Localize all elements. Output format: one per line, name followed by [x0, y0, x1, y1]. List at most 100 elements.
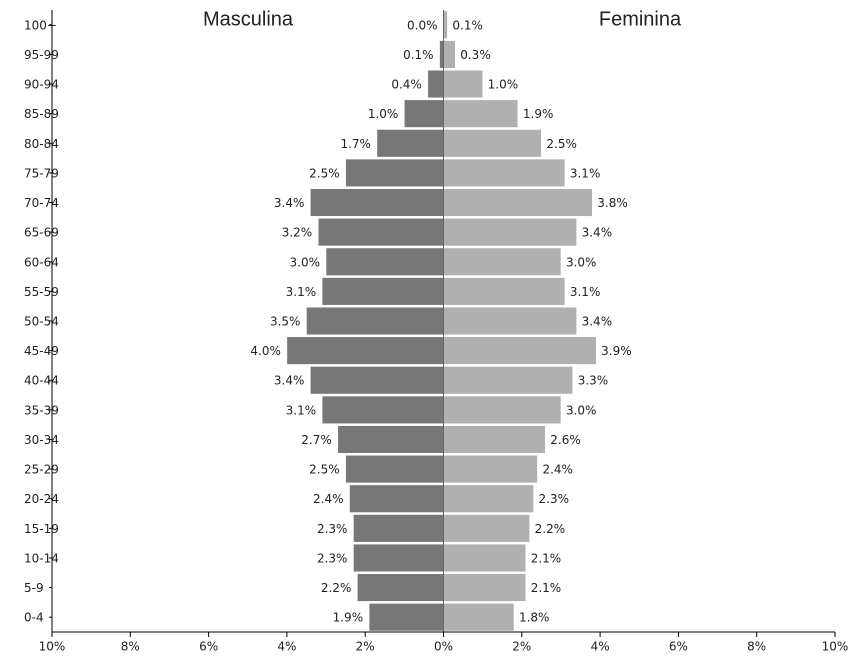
x-tick-label: 4%	[591, 640, 610, 654]
value-label: 2.3%	[317, 551, 348, 565]
value-label: 3.8%	[597, 196, 628, 210]
bar	[368, 603, 444, 632]
bar	[443, 247, 562, 276]
value-label: 2.5%	[309, 166, 340, 180]
value-label: 3.1%	[286, 285, 317, 299]
value-label: 3.2%	[282, 226, 313, 240]
y-tick-label: 35-39	[24, 403, 59, 417]
value-label: 1.0%	[368, 107, 399, 121]
value-label: 2.5%	[546, 137, 577, 151]
bar	[427, 69, 444, 99]
value-label: 3.0%	[566, 403, 597, 417]
bar	[443, 395, 562, 424]
y-tick-label: 5-9	[24, 581, 44, 595]
value-label: 2.6%	[550, 433, 581, 447]
y-tick-label: 10-14	[24, 551, 59, 565]
y-tick-label: 15-19	[24, 522, 59, 536]
bar	[443, 129, 542, 158]
bar	[439, 40, 444, 69]
y-tick-label: 85-89	[24, 107, 59, 121]
value-label: 3.3%	[578, 374, 609, 388]
x-tick-label: 0%	[434, 640, 453, 654]
value-label: 1.7%	[340, 137, 371, 151]
value-label: 2.5%	[309, 463, 340, 477]
x-tick-label: 6%	[669, 640, 688, 654]
value-label: 2.4%	[313, 492, 344, 506]
bar	[357, 573, 444, 602]
bar	[404, 99, 444, 128]
bar	[310, 366, 444, 395]
bar	[345, 158, 444, 187]
y-tick-label: 45-49	[24, 344, 59, 358]
x-tick-label: 8%	[121, 640, 140, 654]
x-tick-label: 4%	[277, 640, 296, 654]
bar	[443, 484, 534, 513]
bar	[443, 69, 483, 99]
y-tick-label: 90-94	[24, 78, 59, 92]
y-tick-label: 30-34	[24, 433, 59, 447]
bar	[443, 10, 448, 39]
bar	[310, 188, 444, 217]
bar	[443, 425, 546, 454]
value-label: 1.9%	[333, 611, 364, 625]
x-tick-label: 10%	[822, 640, 849, 654]
bar	[353, 543, 444, 573]
value-label: 2.3%	[539, 492, 570, 506]
y-tick-label: 0-4	[24, 611, 44, 625]
value-label: 3.1%	[570, 166, 601, 180]
value-label: 1.0%	[488, 78, 519, 92]
value-label: 3.4%	[582, 315, 613, 329]
bar	[443, 366, 573, 395]
bar	[443, 336, 597, 365]
value-label: 2.2%	[321, 581, 352, 595]
bar	[443, 188, 593, 217]
value-label: 2.7%	[301, 433, 332, 447]
value-label: 2.3%	[317, 522, 348, 536]
bar	[317, 218, 444, 247]
value-label: 1.8%	[519, 611, 550, 625]
value-label: 3.4%	[274, 196, 305, 210]
y-tick-label: 20-24	[24, 492, 59, 506]
bar	[286, 336, 444, 365]
y-tick-label: 55-59	[24, 285, 59, 299]
value-label: 1.9%	[523, 107, 554, 121]
value-label: 2.1%	[531, 551, 562, 565]
bar	[443, 514, 530, 543]
bar	[443, 455, 538, 484]
x-tick-label: 10%	[39, 640, 66, 654]
y-tick-label: 70-74	[24, 196, 59, 210]
x-tick-label: 8%	[747, 640, 766, 654]
bar	[353, 514, 444, 543]
value-label: 3.9%	[601, 344, 632, 358]
value-label: 2.2%	[535, 522, 566, 536]
x-tick-label: 2%	[512, 640, 531, 654]
y-tick-label: 65-69	[24, 226, 59, 240]
y-tick-label: 75-79	[24, 166, 59, 180]
y-tick-label: 25-29	[24, 463, 59, 477]
x-tick-label: 2%	[356, 640, 375, 654]
value-label: 3.4%	[274, 374, 305, 388]
y-tick-label: 100+	[24, 18, 57, 32]
value-label: 0.1%	[452, 18, 483, 32]
value-label: 3.5%	[270, 315, 301, 329]
bar	[443, 218, 577, 247]
bar	[443, 277, 566, 306]
y-tick-label: 50-54	[24, 315, 59, 329]
bar	[321, 395, 444, 424]
series-title: Masculina	[203, 8, 294, 30]
bar	[321, 277, 444, 306]
bar	[443, 158, 566, 187]
value-label: 0.3%	[460, 48, 491, 62]
y-tick-label: 40-44	[24, 374, 59, 388]
value-label: 3.1%	[286, 403, 317, 417]
value-label: 2.1%	[531, 581, 562, 595]
bar	[443, 543, 526, 573]
y-tick-label: 95-99	[24, 48, 59, 62]
value-label: 3.0%	[290, 255, 321, 269]
value-label: 0.1%	[403, 48, 434, 62]
series-title: Feminina	[599, 8, 682, 30]
bar	[443, 573, 526, 602]
x-tick-label: 6%	[199, 640, 218, 654]
bar	[337, 425, 444, 454]
